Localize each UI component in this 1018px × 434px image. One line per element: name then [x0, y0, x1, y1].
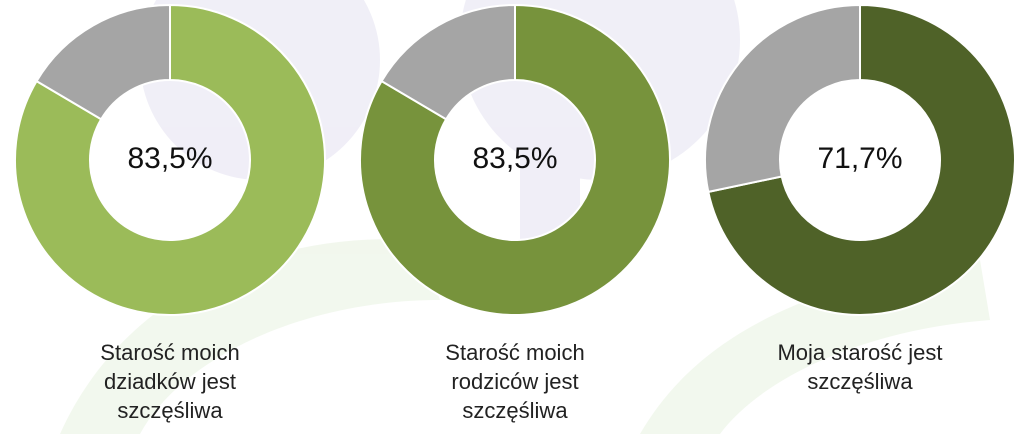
- center-label: 83,5%: [472, 142, 557, 175]
- center-label: 83,5%: [127, 142, 212, 175]
- chart-title: Starość moich dziadków jest szczęśliwa: [100, 340, 240, 423]
- center-label: 71,7%: [817, 142, 902, 175]
- donut-segment: [707, 3, 1016, 316]
- donut-segment: [14, 3, 326, 316]
- donut-segment: [380, 3, 516, 121]
- donut-segment: [704, 3, 861, 194]
- donut-segment: [35, 3, 171, 121]
- chart-title: Moja starość jest szczęśliwa: [777, 340, 943, 394]
- donut-segment: [359, 3, 671, 316]
- chart-title: Starość moich rodziców jest szczęśliwa: [445, 340, 585, 423]
